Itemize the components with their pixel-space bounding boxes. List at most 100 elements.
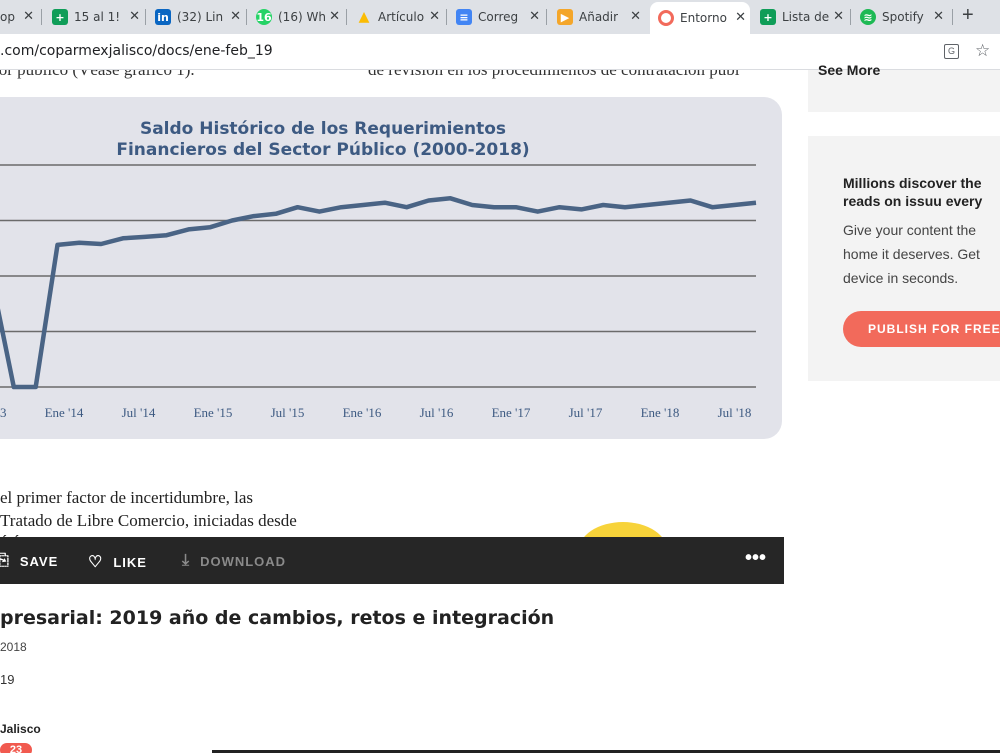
tab-separator (346, 9, 347, 25)
tab-1[interactable]: + 15 al 1! ✕ (52, 4, 144, 30)
x-tick-label: Jul '14 (122, 405, 156, 420)
close-icon[interactable]: ✕ (23, 9, 34, 24)
tab-label: (16) Wh (278, 10, 326, 24)
bookmark-star-icon[interactable]: ☆ (975, 41, 991, 60)
tab-7-active[interactable]: Entorno ✕ (650, 2, 750, 34)
sheets-icon: + (52, 9, 68, 25)
spotify-icon: ≋ (860, 9, 876, 25)
tab-8[interactable]: + Lista de ✕ (760, 4, 848, 30)
see-more-link[interactable]: See More (818, 62, 881, 78)
publication-issue: 19 (0, 672, 15, 687)
tab-separator (41, 9, 42, 25)
download-button[interactable]: ⤓ DOWNLOAD (182, 552, 286, 570)
tab-label: Entorno (680, 11, 727, 25)
promo-body-line-3: device in seconds. (843, 270, 959, 286)
close-icon[interactable]: ✕ (329, 9, 340, 24)
promo-title-line-2: reads on issuu every (843, 193, 983, 209)
x-tick-label: 3 (0, 405, 7, 420)
tab-separator (546, 9, 547, 25)
tab-label: Añadir (579, 10, 619, 24)
tab-label: Correg (478, 10, 519, 24)
tab-separator (246, 9, 247, 25)
sidebar-card-top: See More (808, 62, 1000, 112)
close-icon[interactable]: ✕ (833, 9, 844, 24)
tab-separator (145, 9, 146, 25)
x-tick-label: Ene '14 (45, 405, 84, 420)
doc-text-top-right: de revisión en los procedimientos de con… (368, 70, 740, 80)
close-icon[interactable]: ✕ (630, 9, 641, 24)
issuu-icon (658, 10, 674, 26)
tab-separator (850, 9, 851, 25)
chart-card (0, 97, 782, 439)
drive-icon: ▲ (358, 9, 370, 25)
tab-label: 15 al 1! (74, 10, 121, 24)
tab-separator (446, 9, 447, 25)
tab-6[interactable]: ▶ Añadir ✕ (557, 4, 645, 30)
document-toolbar: ⎘ SAVE ♡ LIKE ⤓ DOWNLOAD ••• (0, 537, 784, 584)
decorative-illustration (578, 522, 668, 537)
more-options-icon[interactable]: ••• (745, 547, 767, 569)
close-icon[interactable]: ✕ (735, 10, 746, 25)
doc-para-line-2: Tratado de Libre Comercio, iniciadas des… (0, 511, 297, 530)
count-badge: 23 (0, 743, 32, 753)
tab-label: (32) Lin (177, 10, 224, 24)
like-label: LIKE (113, 554, 147, 570)
chart-title-line-1: Saldo Histórico de los Requerimientos (140, 119, 506, 139)
publication-title: presarial: 2019 año de cambios, retos e … (0, 607, 555, 629)
heart-icon: ♡ (88, 554, 104, 571)
publisher-name[interactable]: Jalisco (0, 722, 41, 736)
tab-separator (952, 9, 953, 25)
x-tick-label: Ene '15 (194, 405, 233, 420)
line-chart: Saldo Histórico de los Requerimientos Fi… (0, 119, 757, 420)
doc-para-line-3: á ó (0, 532, 20, 537)
x-tick-label: Jul '18 (718, 405, 752, 420)
tab-3[interactable]: 16 (16) Wh ✕ (256, 4, 344, 30)
close-icon[interactable]: ✕ (129, 9, 140, 24)
tab-2[interactable]: in (32) Lin ✕ (155, 4, 245, 30)
bookmark-icon: ⎘ (0, 552, 10, 569)
doc-text-top-left: tor público (Véase gráfico 1). (0, 70, 195, 80)
tab-label: Spotify (882, 10, 924, 24)
promo-card: Millions discover the reads on issuu eve… (808, 136, 1000, 381)
tab-5[interactable]: ≡ Correg ✕ (456, 4, 544, 30)
close-icon[interactable]: ✕ (429, 9, 440, 24)
tab-strip: op ✕ + 15 al 1! ✕ in (32) Lin ✕ 16 (16) … (0, 0, 1000, 34)
download-icon: ⤓ (182, 552, 191, 569)
promo-body-line-1: Give your content the (843, 222, 977, 238)
translate-icon[interactable]: G (944, 44, 959, 59)
download-label: DOWNLOAD (200, 553, 287, 569)
url-field[interactable]: .com/coparmexjalisco/docs/ene-feb_19 (0, 43, 273, 59)
tab-label: Lista de (782, 10, 830, 24)
sheets-icon: + (760, 9, 776, 25)
extension-icon: ▶ (557, 9, 573, 25)
document-viewer[interactable]: tor público (Véase gráfico 1). de revisi… (0, 70, 784, 537)
tab-9[interactable]: ≋ Spotify ✕ (860, 4, 948, 30)
promo-body-line-2: home it deserves. Get (843, 246, 980, 262)
publication-date: 2018 (0, 640, 27, 654)
close-icon[interactable]: ✕ (230, 9, 241, 24)
promo-title-line-1: Millions discover the (843, 175, 982, 191)
tab-0[interactable]: op ✕ (0, 4, 38, 30)
chart-title-line-2: Financieros del Sector Público (2000-201… (116, 140, 529, 160)
close-icon[interactable]: ✕ (933, 9, 944, 24)
x-tick-label: Ene '16 (343, 405, 382, 420)
divider (212, 750, 1000, 753)
close-icon[interactable]: ✕ (529, 9, 540, 24)
address-bar: .com/coparmexjalisco/docs/ene-feb_19 G ☆ (0, 34, 1000, 70)
series-line (0, 196, 757, 390)
publish-for-free-button[interactable]: PUBLISH FOR FREE (843, 311, 1000, 347)
doc-para-line-1: el primer factor de incertidumbre, las (0, 488, 253, 507)
x-tick-label: Jul '16 (420, 405, 454, 420)
new-tab-button[interactable]: + (962, 4, 974, 26)
x-tick-label: Jul '15 (271, 405, 305, 420)
linkedin-icon: in (155, 9, 171, 25)
like-button[interactable]: ♡ LIKE (88, 552, 147, 572)
tab-4[interactable]: ▲ Artículo ✕ (356, 4, 444, 30)
docs-icon: ≡ (456, 9, 472, 25)
promo-title: Millions discover the reads on issuu eve… (843, 174, 1000, 210)
save-label: SAVE (19, 553, 59, 569)
x-tick-label: Jul '17 (569, 405, 603, 420)
tab-label: op (0, 10, 15, 24)
save-button[interactable]: ⎘ SAVE (0, 552, 58, 570)
tab-label: Artículo (378, 10, 425, 24)
